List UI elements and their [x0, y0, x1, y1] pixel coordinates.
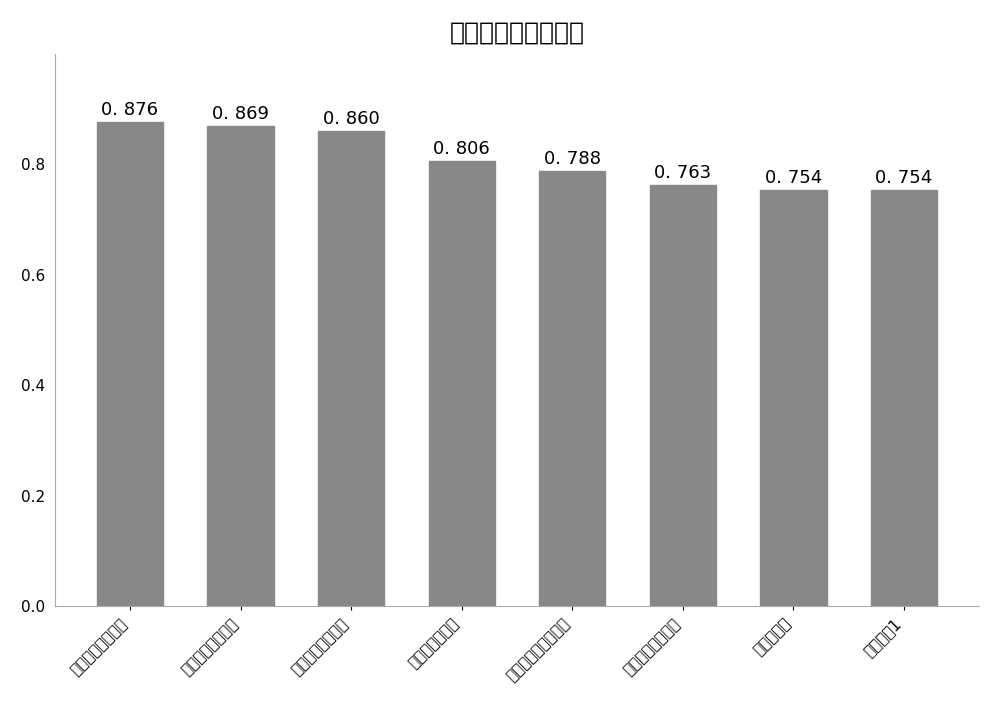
Bar	[539, 171, 605, 606]
Bar	[97, 122, 163, 606]
Bar	[429, 161, 495, 606]
Text: 0. 754: 0. 754	[765, 169, 822, 187]
Title: 特征变量及相关系数: 特征变量及相关系数	[449, 21, 584, 45]
Text: 0. 860: 0. 860	[323, 111, 380, 128]
Bar	[650, 185, 716, 606]
Bar	[760, 190, 827, 606]
Bar	[318, 131, 384, 606]
Bar	[871, 190, 937, 606]
Text: 0. 806: 0. 806	[433, 140, 490, 158]
Text: 0. 788: 0. 788	[544, 150, 601, 168]
Bar	[207, 126, 274, 606]
Text: 0. 869: 0. 869	[212, 105, 269, 123]
Text: 0. 754: 0. 754	[875, 169, 933, 187]
Text: 0. 876: 0. 876	[101, 102, 158, 120]
Text: 0. 763: 0. 763	[654, 164, 711, 182]
